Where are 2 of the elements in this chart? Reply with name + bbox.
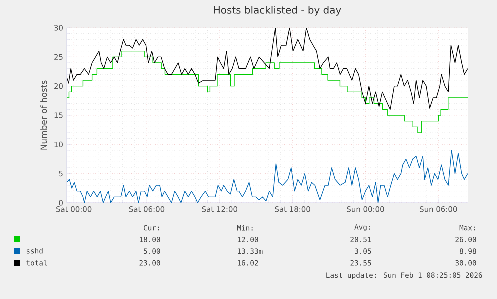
chart-title: Hosts blacklisted - by day [214, 6, 342, 16]
y-axis-title: Number of hosts [40, 80, 48, 150]
